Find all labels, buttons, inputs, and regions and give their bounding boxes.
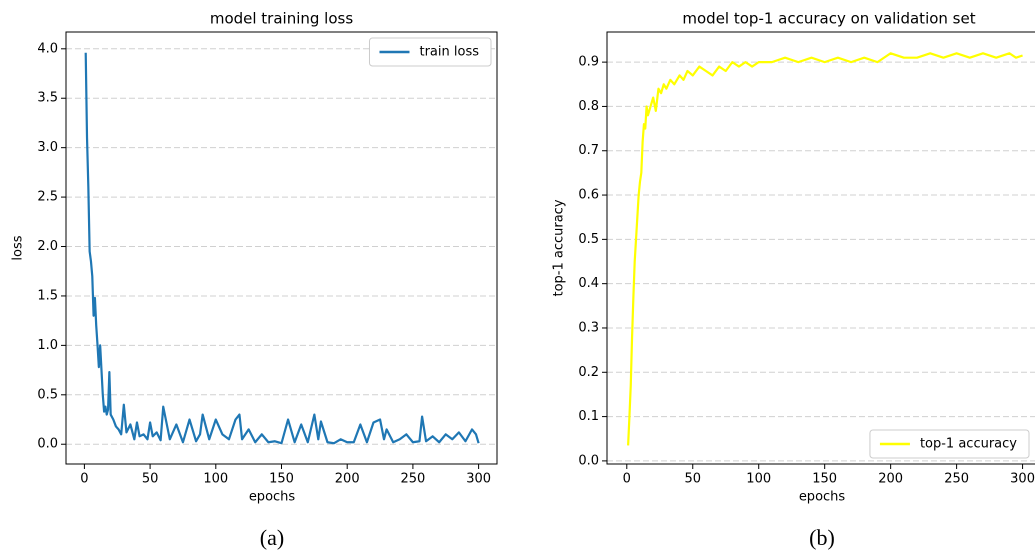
x-tick-label: 0 [623, 472, 631, 487]
y-tick-label: 0.0 [578, 453, 599, 468]
series-line [627, 52, 1023, 446]
x-tick-label: 50 [142, 472, 159, 487]
legend-box [368, 37, 492, 67]
y-tick-label: 0.8 [578, 99, 599, 114]
caption: (b) [809, 525, 835, 550]
y-tick-label: 3.5 [37, 91, 58, 106]
legend-label: train loss [419, 45, 479, 60]
y-axis-label: loss [11, 235, 26, 260]
x-tick-label: 100 [746, 472, 771, 487]
y-axis-label: top-1 accuracy [552, 199, 567, 296]
x-tick-label: 150 [269, 472, 294, 487]
y-tick-label: 0.0 [37, 437, 58, 452]
y-tick-label: 2.5 [37, 190, 58, 205]
x-axis-label: epochs [799, 490, 846, 505]
x-tick-label: 100 [203, 472, 228, 487]
y-tick-label: 0.7 [578, 143, 599, 158]
y-tick-label: 1.0 [37, 338, 58, 353]
x-tick-label: 200 [878, 472, 903, 487]
x-axis-label: epochs [249, 490, 296, 505]
y-tick-label: 0.2 [578, 365, 599, 380]
axes-frame [65, 31, 498, 465]
x-tick-label: 0 [80, 472, 88, 487]
chart-title: model top-1 accuracy on validation set [682, 10, 975, 28]
x-tick-label: 250 [944, 472, 969, 487]
y-tick-label: 1.5 [37, 288, 58, 303]
caption: (a) [260, 525, 284, 550]
y-tick-label: 4.0 [37, 41, 58, 56]
x-tick-label: 300 [1010, 472, 1035, 487]
y-tick-label: 0.5 [578, 232, 599, 247]
axes-frame [606, 31, 1035, 465]
x-tick-label: 50 [684, 472, 701, 487]
chart-title: model training loss [210, 10, 354, 28]
x-tick-label: 150 [812, 472, 837, 487]
y-tick-label: 3.0 [37, 140, 58, 155]
x-tick-label: 300 [466, 472, 491, 487]
legend: train loss [368, 37, 492, 67]
legend: top-1 accuracy [869, 429, 1030, 459]
legend-box [869, 429, 1030, 459]
x-tick-label: 200 [335, 472, 360, 487]
y-tick-label: 2.0 [37, 239, 58, 254]
y-tick-label: 0.4 [578, 276, 599, 291]
y-tick-label: 0.5 [37, 387, 58, 402]
y-tick-label: 0.1 [578, 409, 599, 424]
y-tick-label: 0.9 [578, 55, 599, 70]
y-tick-label: 0.6 [578, 188, 599, 203]
x-tick-label: 250 [400, 472, 425, 487]
y-tick-label: 0.3 [578, 320, 599, 335]
series-line [84, 52, 480, 445]
legend-label: top-1 accuracy [920, 437, 1017, 452]
